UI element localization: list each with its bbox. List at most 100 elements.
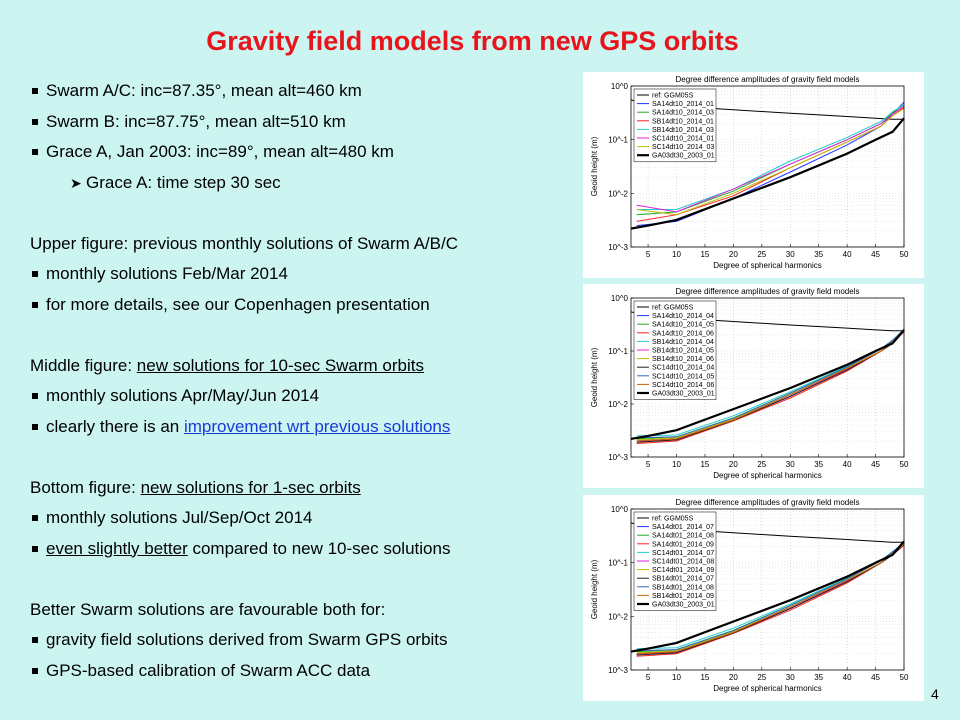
series-line bbox=[636, 105, 905, 213]
chart-title: Degree difference amplitudes of gravity … bbox=[676, 75, 860, 84]
bottom-chart: Degree difference amplitudes of gravity … bbox=[590, 498, 909, 693]
x-tick-label: 40 bbox=[843, 460, 852, 469]
legend-entry: SC14dt10_2014_03 bbox=[652, 144, 714, 151]
legend-entry: SB14dt10_2014_04 bbox=[652, 339, 714, 346]
x-tick-label: 15 bbox=[700, 460, 709, 469]
improvement-link[interactable]: improvement wrt previous solutions bbox=[183, 416, 451, 436]
x-tick-label: 40 bbox=[843, 250, 852, 259]
legend-entry: SB14dt10_2014_03 bbox=[652, 127, 714, 134]
legend-entry: SB14dt01_2014_08 bbox=[652, 584, 714, 591]
middle-chart: Degree difference amplitudes of gravity … bbox=[590, 287, 909, 480]
x-tick-label: 15 bbox=[700, 673, 709, 682]
x-tick-label: 20 bbox=[729, 250, 738, 259]
arrow-bullet-icon: ➤ bbox=[70, 174, 82, 191]
legend-entry: SB14dt10_2014_05 bbox=[652, 348, 714, 355]
bullet-upper-1: monthly solutions Feb/Mar 2014 bbox=[30, 259, 590, 290]
x-tick-label: 50 bbox=[900, 250, 909, 259]
x-tick-label: 20 bbox=[729, 673, 738, 682]
x-tick-label: 45 bbox=[871, 673, 880, 682]
upper-figure: Degree difference amplitudes of gravity … bbox=[583, 72, 924, 278]
bottom-heading-prefix: Bottom figure: bbox=[30, 477, 141, 497]
subbullet-grace-timestep: ➤ Grace A: time step 30 sec bbox=[30, 168, 590, 199]
x-tick-label: 20 bbox=[729, 460, 738, 469]
x-tick-label: 35 bbox=[814, 460, 823, 469]
x-tick-label: 25 bbox=[757, 250, 766, 259]
x-axis-label: Degree of spherical harmonics bbox=[713, 471, 822, 480]
y-tick-label: 10^-1 bbox=[608, 559, 628, 568]
y-tick-label: 10^-3 bbox=[608, 243, 628, 252]
x-tick-label: 10 bbox=[672, 250, 681, 259]
legend-entry: GA03dt30_2003_01 bbox=[652, 153, 715, 160]
y-tick-label: 10^0 bbox=[611, 294, 629, 303]
bullet-better-2: GPS-based calibration of Swarm ACC data bbox=[30, 656, 590, 687]
x-tick-label: 30 bbox=[786, 250, 795, 259]
series-line bbox=[630, 540, 905, 653]
legend-entry: GA03dt30_2003_01 bbox=[652, 391, 715, 398]
legend-entry: SC14dt01_2014_08 bbox=[652, 559, 714, 566]
slide-title: Gravity field models from new GPS orbits bbox=[206, 26, 739, 56]
chart-title: Degree difference amplitudes of gravity … bbox=[676, 287, 860, 296]
bullet-bottom-1: monthly solutions Jul/Sep/Oct 2014 bbox=[30, 503, 590, 534]
legend-entry: ref: GGM05S bbox=[652, 305, 694, 312]
legend-entry: ref: GGM05S bbox=[652, 93, 694, 100]
x-tick-label: 35 bbox=[814, 673, 823, 682]
legend-entry: SB14dt01_2014_07 bbox=[652, 576, 714, 583]
x-axis-label: Degree of spherical harmonics bbox=[713, 261, 822, 270]
page-number: 4 bbox=[931, 686, 939, 702]
series-line bbox=[636, 329, 905, 439]
legend-entry: GA03dt30_2003_01 bbox=[652, 602, 715, 609]
bullet-bottom-2: even slightly better compared to new 10-… bbox=[30, 534, 590, 565]
legend-entry: SB14dt10_2014_06 bbox=[652, 356, 714, 363]
legend-box bbox=[633, 88, 717, 163]
series-line bbox=[636, 108, 905, 216]
chart-title: Degree difference amplitudes of gravity … bbox=[676, 498, 860, 507]
x-tick-label: 40 bbox=[843, 673, 852, 682]
legend-entry: SA14dt10_2014_03 bbox=[652, 110, 714, 117]
bullet-swarm-b: Swarm B: inc=87.75°, mean alt=510 km bbox=[30, 107, 590, 138]
bullet-better-1: gravity field solutions derived from Swa… bbox=[30, 625, 590, 656]
x-tick-label: 5 bbox=[646, 460, 651, 469]
legend-entry: SA14dt01_2014_09 bbox=[652, 541, 714, 548]
legend-entry: SC14dt10_2014_01 bbox=[652, 136, 714, 143]
legend-entry: SA14dt01_2014_07 bbox=[652, 524, 714, 531]
series-line bbox=[636, 542, 905, 652]
bullet-bottom-2-rest: compared to new 10-sec solutions bbox=[187, 538, 451, 558]
legend-entry: SB14dt10_2014_01 bbox=[652, 118, 714, 125]
legend-entry: SC14dt10_2014_06 bbox=[652, 382, 714, 389]
plot-frame bbox=[630, 297, 905, 458]
plot-frame bbox=[630, 508, 905, 671]
x-tick-label: 50 bbox=[900, 460, 909, 469]
x-tick-label: 10 bbox=[672, 673, 681, 682]
x-tick-label: 5 bbox=[646, 250, 651, 259]
legend-entry: SC14dt01_2014_07 bbox=[652, 550, 714, 557]
legend-entry: SA14dt10_2014_05 bbox=[652, 322, 714, 329]
bullet-swarm-ac: Swarm A/C: inc=87.35°, mean alt=460 km bbox=[30, 76, 590, 107]
series-line bbox=[636, 104, 905, 210]
y-tick-label: 10^-1 bbox=[608, 136, 628, 145]
x-tick-label: 50 bbox=[900, 673, 909, 682]
y-tick-label: 10^-3 bbox=[608, 453, 628, 462]
x-axis-label: Degree of spherical harmonics bbox=[713, 684, 822, 693]
middle-figure: Degree difference amplitudes of gravity … bbox=[583, 284, 924, 488]
bullet-bottom-2-underlined: even slightly better bbox=[46, 538, 188, 558]
middle-heading-underlined: new solutions for 10-sec Swarm orbits bbox=[136, 355, 425, 375]
y-tick-label: 10^-2 bbox=[608, 189, 628, 198]
better-heading: Better Swarm solutions are favourable bo… bbox=[30, 599, 386, 619]
subbullet-text: Grace A: time step 30 sec bbox=[86, 172, 281, 192]
bullet-middle-2: clearly there is an improvement wrt prev… bbox=[30, 412, 590, 443]
legend-entry: SC14dt10_2014_05 bbox=[652, 373, 714, 380]
legend-entry: SC14dt01_2014_09 bbox=[652, 567, 714, 574]
y-axis-label: Geoid height (m) bbox=[590, 559, 599, 619]
bottom-heading-underlined: new solutions for 1-sec orbits bbox=[140, 477, 361, 497]
legend-entry: SC14dt10_2014_04 bbox=[652, 365, 714, 372]
y-axis-label: Geoid height (m) bbox=[590, 136, 599, 196]
legend-entry: ref: GGM05S bbox=[652, 516, 694, 523]
bullet-middle-1: monthly solutions Apr/May/Jun 2014 bbox=[30, 381, 590, 412]
x-tick-label: 30 bbox=[786, 673, 795, 682]
x-tick-label: 35 bbox=[814, 250, 823, 259]
x-tick-label: 25 bbox=[757, 673, 766, 682]
bottom-figure: Degree difference amplitudes of gravity … bbox=[583, 495, 924, 701]
upper-chart: Degree difference amplitudes of gravity … bbox=[590, 75, 909, 270]
x-tick-label: 30 bbox=[786, 460, 795, 469]
legend-entry: SA14dt01_2014_08 bbox=[652, 533, 714, 540]
